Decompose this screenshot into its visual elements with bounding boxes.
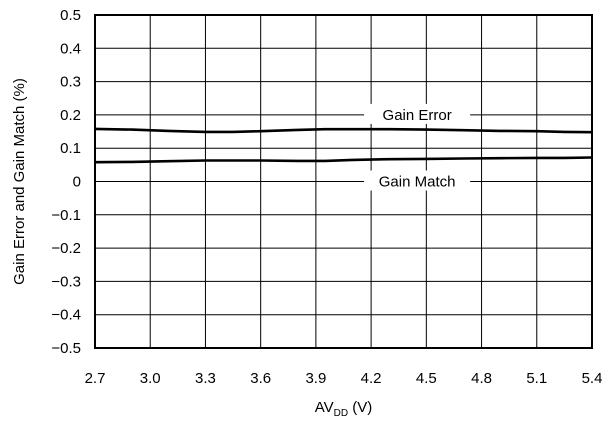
series-line-gain-match [94,156,593,164]
x-axis-ticks: 2.7 3.0 3.3 3.6 3.9 4.2 4.5 4.8 5.1 5.4 [85,370,603,387]
x-tick-label: 4.5 [416,370,437,387]
series-label-background [364,170,471,191]
series-label: Gain Error [383,107,452,124]
y-tick-label: 0.3 [60,74,81,91]
x-axis-title-main: AV [315,399,334,416]
y-tick-label: −0.1 [51,207,81,224]
series: Gain Error Gain Match [94,103,593,191]
y-tick-label: 0.1 [60,140,81,157]
y-axis-ticks: 0.5 0.4 0.3 0.2 0.1 0 −0.1 −0.2 −0.3 −0.4 −0.5 [51,7,81,357]
y-axis-title: Gain Error and Gain Match (%) [11,78,28,285]
series-line-gain-error [94,127,593,134]
x-tick-label: 4.2 [361,370,382,387]
x-tick-label: 3.9 [305,370,326,387]
plot-frame [94,14,593,349]
x-tick-label: 2.7 [85,370,106,387]
y-tick-label: 0.4 [60,40,81,57]
y-tick-label: 0.2 [60,107,81,124]
x-tick-label: 5.4 [582,370,603,387]
x-axis-title-subscript: DD [334,408,348,419]
y-tick-label: −0.4 [51,307,81,324]
y-tick-label: 0 [73,174,81,191]
series-label: Gain Match [379,174,456,191]
x-tick-label: 4.8 [471,370,492,387]
series-label-background [364,103,471,124]
y-tick-label: −0.2 [51,240,81,257]
x-axis-title: AVDD (V) [315,399,373,419]
x-tick-label: 3.0 [140,370,161,387]
x-tick-label: 3.3 [195,370,216,387]
grid [95,15,592,348]
y-tick-label: −0.3 [51,273,81,290]
x-axis-title-unit: (V) [348,399,372,416]
y-tick-label: −0.5 [51,340,81,357]
x-tick-label: 3.6 [250,370,271,387]
x-tick-label: 5.1 [526,370,547,387]
y-tick-label: 0.5 [60,7,81,24]
